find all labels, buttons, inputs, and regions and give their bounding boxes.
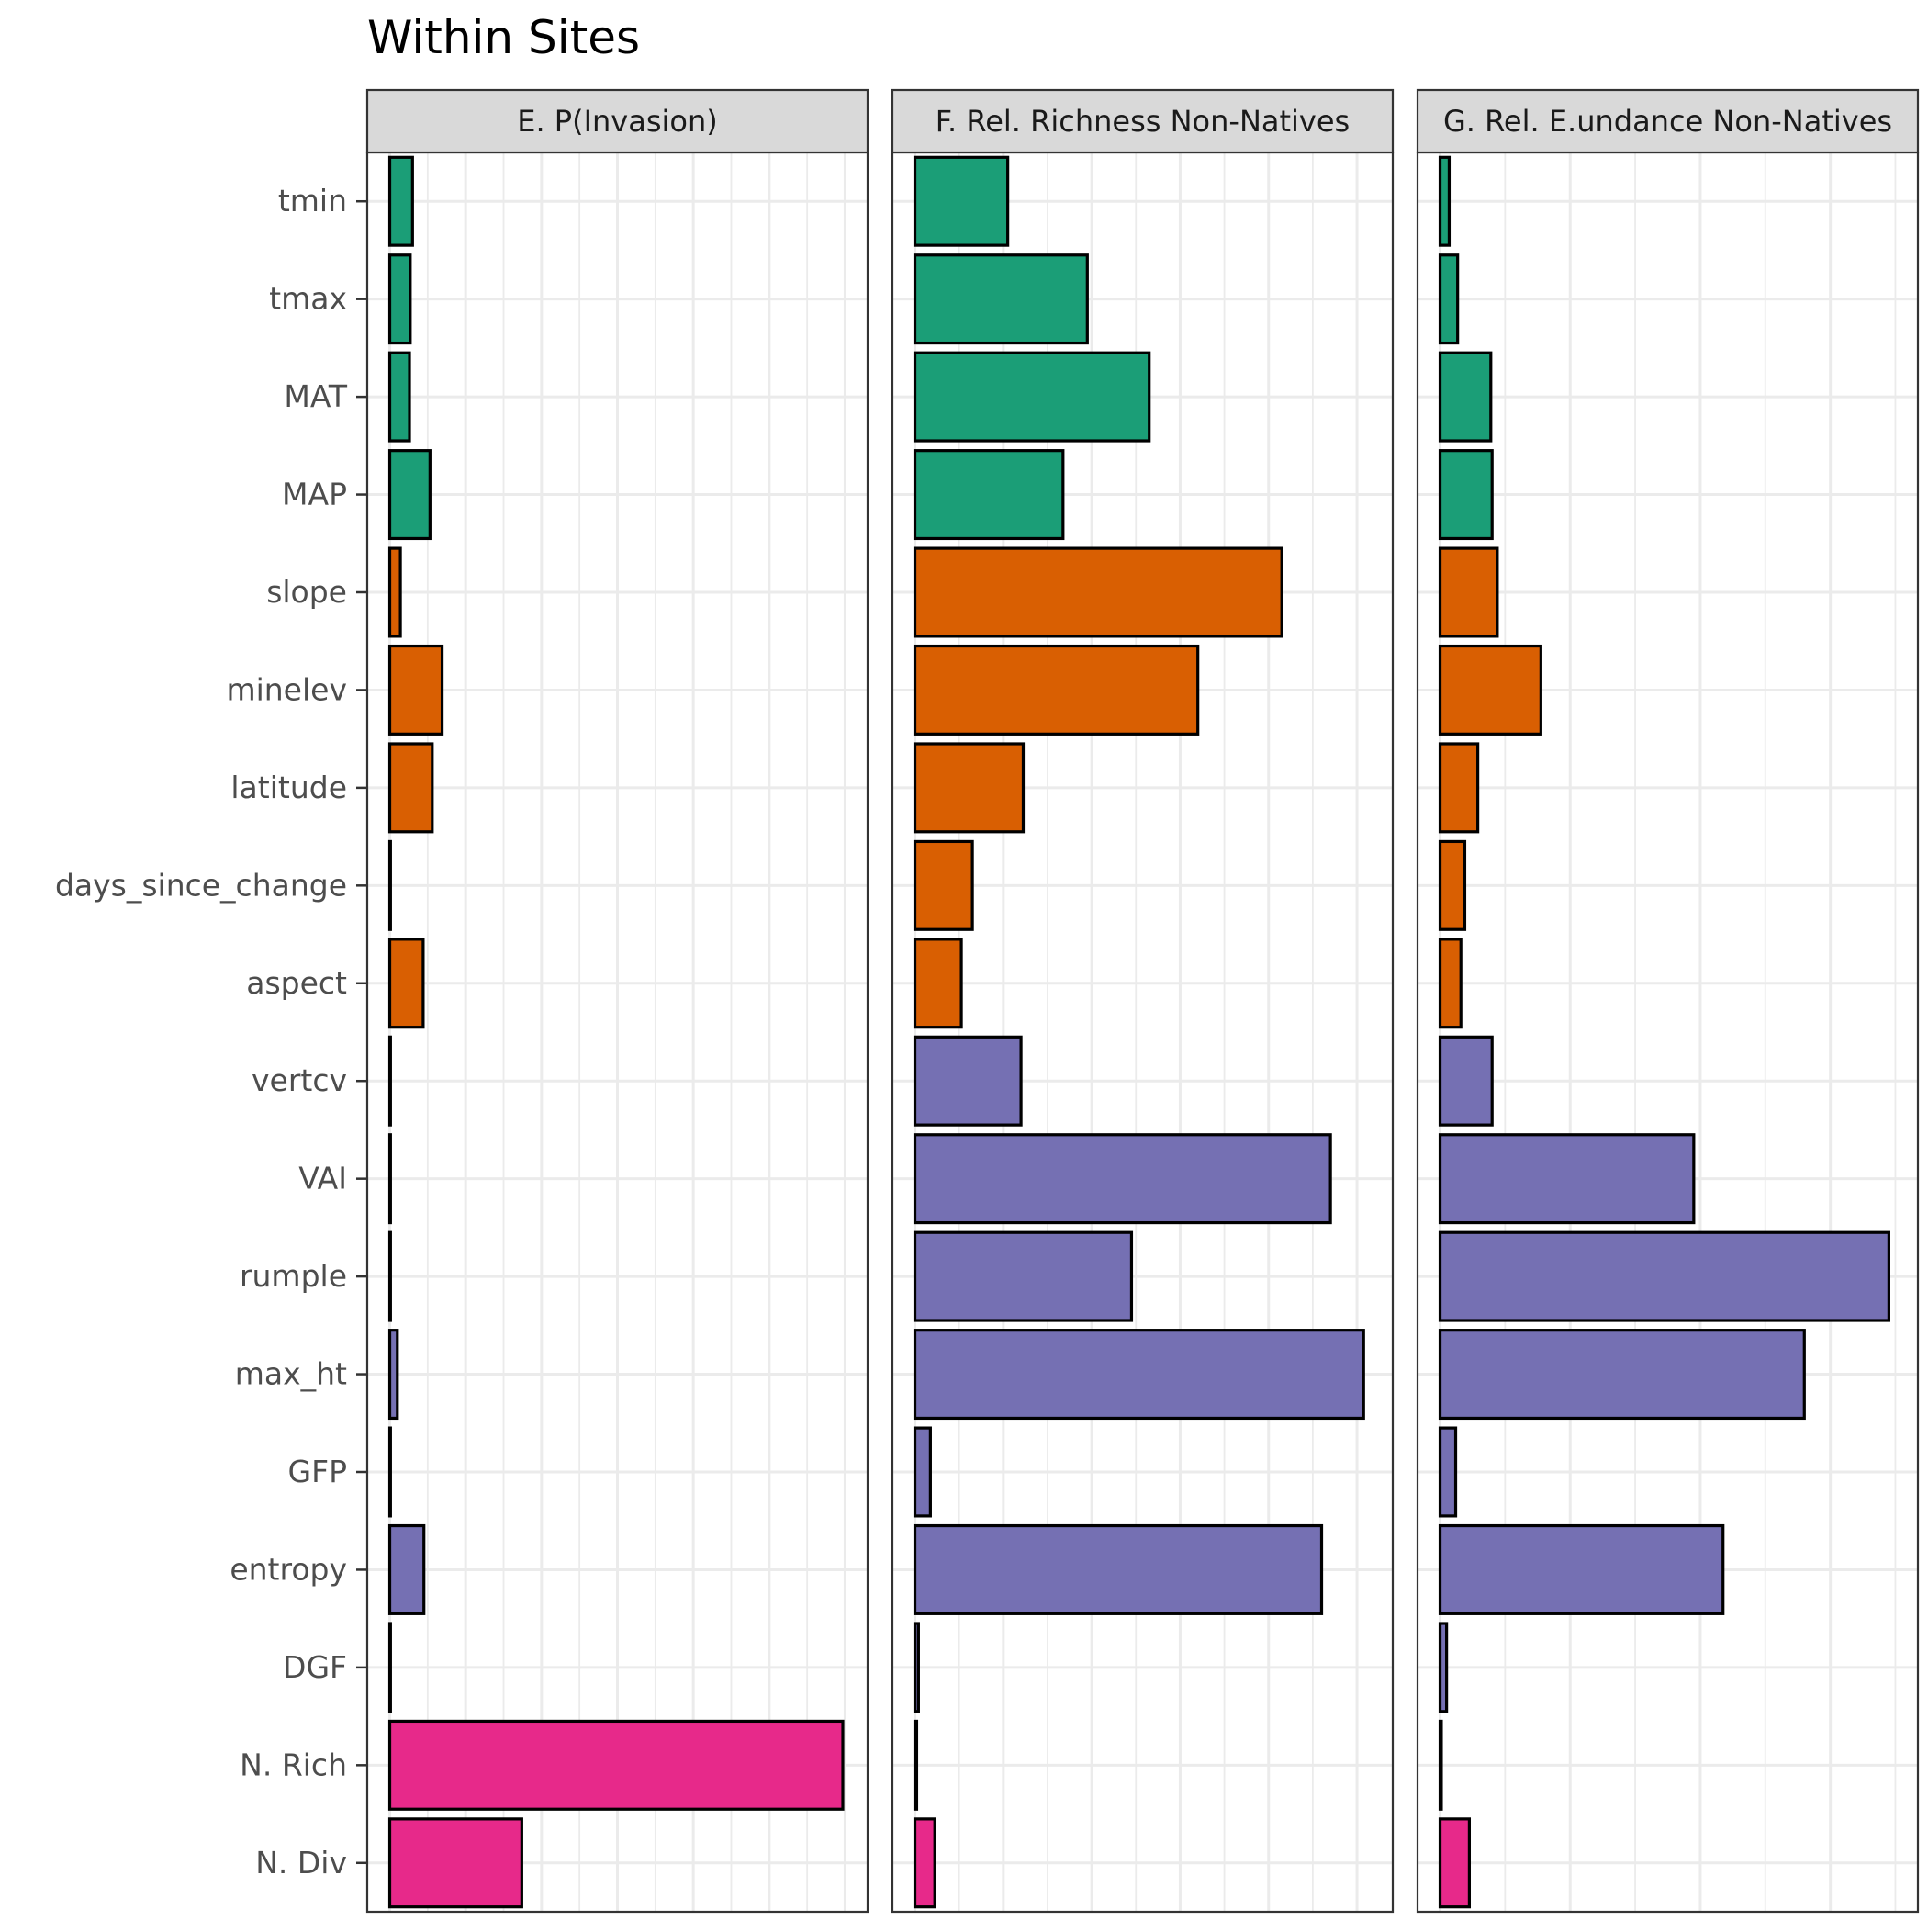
y-tick-label: MAT: [284, 378, 347, 414]
bar: [913, 155, 1010, 247]
bar: [913, 1719, 919, 1811]
bar: [1438, 1035, 1494, 1127]
bar: [913, 351, 1151, 443]
y-tick-label: max_ht: [235, 1356, 347, 1392]
chart-title: Within Sites: [367, 11, 640, 64]
y-tick-label: minelev: [226, 671, 347, 707]
bar: [1438, 644, 1542, 736]
y-tick-label: entropy: [230, 1551, 347, 1587]
bar: [387, 1133, 392, 1225]
bar: [1438, 742, 1480, 834]
y-tick-label: DGF: [283, 1649, 347, 1685]
bar: [1438, 449, 1494, 541]
y-tick-label: GFP: [288, 1454, 347, 1489]
bar: [387, 546, 402, 638]
bar: [1438, 351, 1493, 443]
y-tick-label: VAI: [298, 1161, 347, 1196]
bar: [913, 1329, 1365, 1421]
bar: [387, 742, 434, 834]
bar: [387, 155, 414, 247]
facet-strip-label: G. Rel. E.undance Non-Natives: [1443, 104, 1892, 139]
y-tick-label: tmin: [278, 183, 347, 219]
bar: [387, 351, 411, 443]
bar: [387, 938, 425, 1029]
bar: [387, 253, 412, 345]
bar: [387, 1719, 845, 1811]
bar: [913, 839, 974, 931]
bar: [387, 1426, 392, 1518]
bar: [387, 449, 432, 541]
y-tick-label: N. Div: [255, 1845, 347, 1881]
bar: [913, 253, 1089, 345]
bar: [913, 546, 1283, 638]
y-tick-label: tmax: [269, 281, 347, 317]
y-tick-label: rumple: [240, 1258, 347, 1294]
bar: [1438, 1719, 1443, 1811]
bar: [913, 1817, 936, 1909]
bar: [1438, 1817, 1472, 1909]
facet-strip: [1416, 88, 1920, 154]
bar: [913, 1230, 1134, 1322]
bar: [1438, 1523, 1725, 1615]
y-tick-label: aspect: [246, 965, 347, 1001]
y-tick-label: MAP: [282, 477, 347, 512]
bar: [1438, 1426, 1458, 1518]
facet-strip-label: F. Rel. Richness Non-Natives: [936, 104, 1350, 139]
bar: [387, 1622, 392, 1713]
bar: [913, 1133, 1332, 1225]
bar: [1438, 155, 1452, 247]
facet-strip: [891, 88, 1395, 154]
y-tick-label: vertcv: [252, 1062, 347, 1098]
y-tick-label: latitude: [230, 769, 347, 805]
y-tick-label: N. Rich: [240, 1747, 347, 1782]
bar: [1438, 839, 1467, 931]
y-tick-label: slope: [266, 574, 347, 610]
bar: [387, 1230, 392, 1322]
bar: [1438, 1133, 1696, 1225]
bar: [387, 644, 444, 736]
bar: [1438, 253, 1460, 345]
bar: [387, 1523, 426, 1615]
bar: [913, 449, 1065, 541]
facet-strip-label: E. P(Invasion): [517, 104, 718, 139]
bar: [1438, 1622, 1449, 1713]
panel-background: [892, 152, 1393, 1912]
bar: [387, 1035, 392, 1127]
bar: [387, 1329, 399, 1421]
bar: [387, 839, 392, 931]
bar: [913, 644, 1200, 736]
bar: [913, 938, 963, 1029]
bar: [1438, 938, 1463, 1029]
facet-strip: [365, 88, 869, 154]
bar: [1438, 1329, 1806, 1421]
bar: [1438, 1230, 1890, 1322]
bar: [913, 742, 1026, 834]
y-tick-label: days_since_change: [55, 867, 347, 903]
bar: [913, 1426, 932, 1518]
bar: [913, 1622, 920, 1713]
panel-background: [1418, 152, 1918, 1912]
bar: [1438, 546, 1499, 638]
bar: [387, 1817, 523, 1909]
bar: [913, 1035, 1023, 1127]
bar: [913, 1523, 1324, 1615]
